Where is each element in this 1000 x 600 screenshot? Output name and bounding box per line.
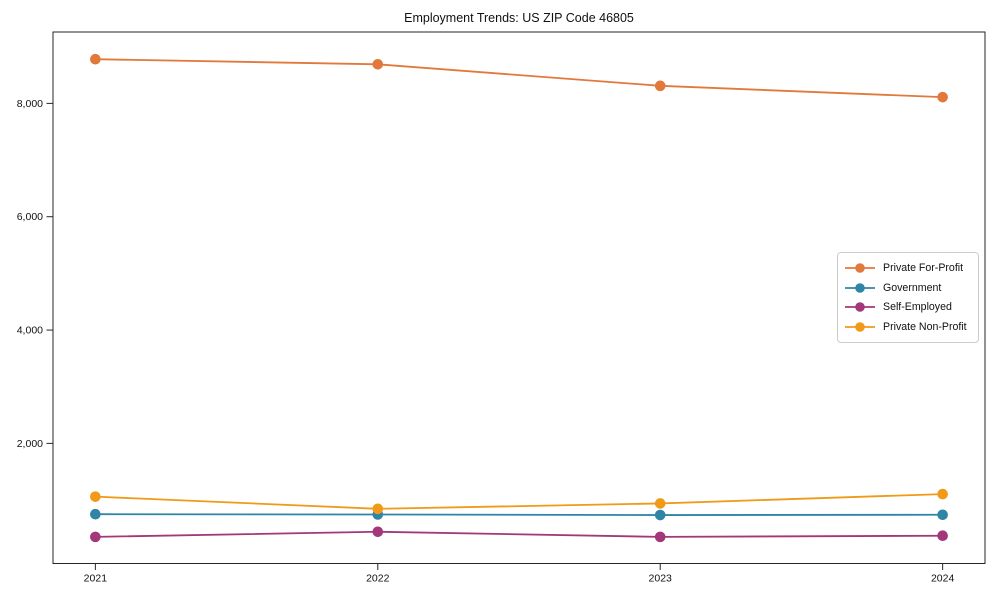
- line-marker-icon: [845, 282, 875, 293]
- x-tick-label: 2023: [649, 573, 673, 585]
- line-marker-icon: [845, 302, 875, 313]
- legend-item: Self-Employed: [844, 298, 972, 316]
- line-marker-icon: [845, 263, 875, 273]
- data-point-marker: [90, 508, 101, 520]
- data-point-marker: [372, 58, 384, 70]
- legend-label: Self-Employed: [883, 301, 952, 314]
- data-point-marker: [90, 53, 101, 65]
- y-tick-label: 8,000: [17, 98, 43, 110]
- legend-label: Government: [883, 281, 942, 294]
- data-point-marker: [654, 498, 666, 509]
- data-point-marker: [654, 509, 666, 521]
- data-point-marker: [937, 509, 948, 521]
- data-point-marker: [654, 531, 666, 543]
- y-tick-label: 4,000: [17, 325, 43, 337]
- legend: Private For-Profit Government Self-Emplo…: [837, 252, 979, 343]
- x-tick-label: 2022: [366, 573, 390, 585]
- y-tick-label: 2,000: [17, 438, 43, 450]
- legend-item: Private For-Profit: [844, 259, 972, 277]
- data-point-marker: [90, 531, 101, 543]
- data-point-marker: [937, 91, 948, 103]
- data-point-marker: [372, 503, 384, 515]
- data-point-marker: [937, 488, 948, 500]
- chart-title: Employment Trends: US ZIP Code 46805: [404, 11, 634, 25]
- data-point-marker: [937, 530, 948, 542]
- series-line: [95, 530, 943, 538]
- x-tick-label: 2021: [84, 573, 108, 585]
- series-line: [95, 493, 943, 510]
- legend-item: Private Non-Profit: [844, 318, 972, 336]
- y-tick-label: 6,000: [17, 211, 43, 223]
- axes-frame: [52, 31, 986, 564]
- data-point-marker: [654, 80, 666, 92]
- legend-label: Private For-Profit: [883, 261, 964, 274]
- line-marker-icon: [845, 322, 875, 332]
- data-point-marker: [372, 526, 384, 538]
- series-line: [95, 58, 943, 99]
- series-line: [95, 513, 943, 516]
- x-tick-label: 2024: [931, 573, 955, 585]
- legend-item: Government: [844, 279, 972, 297]
- data-point-marker: [90, 491, 101, 502]
- legend-label: Private Non-Profit: [883, 321, 967, 334]
